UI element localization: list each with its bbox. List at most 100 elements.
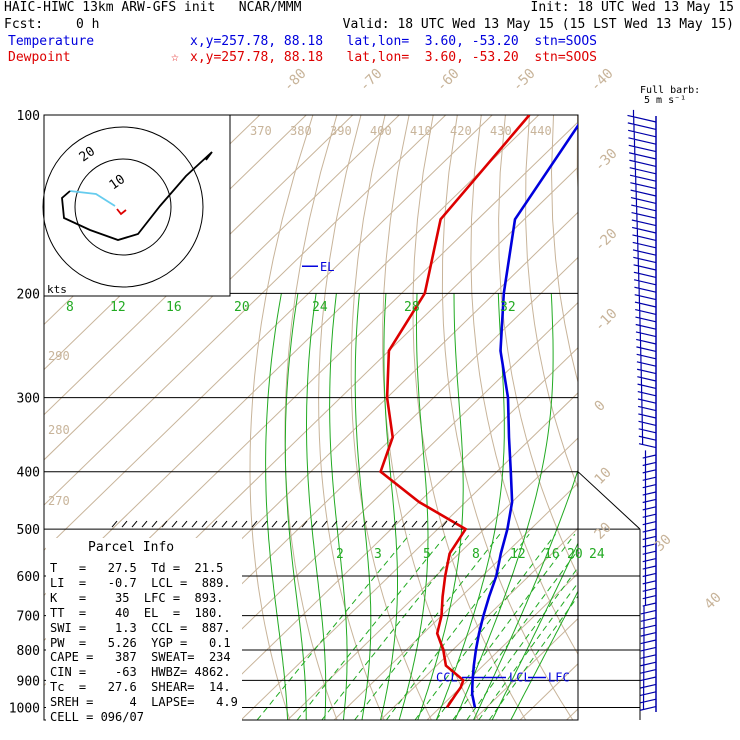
parcel-info-row: CIN = -63 HWBZ= 4862. <box>50 665 231 680</box>
wind-barb <box>640 691 657 697</box>
pressure-tick-label: 500 <box>17 523 40 538</box>
wind-barb <box>638 413 657 419</box>
wind-barb <box>634 286 657 293</box>
wind-barb <box>632 234 657 241</box>
barb-legend-units: 5 m s⁻¹ <box>644 95 687 106</box>
pressure-tick-label: 200 <box>17 287 40 302</box>
wind-barb <box>627 122 657 130</box>
wind-barb <box>635 331 657 338</box>
wind-barb <box>632 226 657 234</box>
dry-adiabat <box>498 115 578 577</box>
moist-adiabat <box>398 293 429 720</box>
wind-barb <box>634 301 657 308</box>
wind-barb <box>636 361 657 367</box>
dry-adiabat <box>382 115 479 720</box>
dry-adiabat <box>722 115 740 720</box>
parcel-info-row: SREH = 4 LAPSE= 4.9 <box>50 695 238 710</box>
cap-hatch <box>141 520 148 528</box>
dry-adiabat <box>350 115 432 720</box>
cap-hatch <box>401 520 408 528</box>
pressure-tick-label: 700 <box>17 610 40 625</box>
wind-barb <box>630 182 657 190</box>
dry-adiabat <box>318 115 385 720</box>
isotherm-label: 10 <box>592 465 615 488</box>
hodograph-trace-low <box>116 208 127 216</box>
isotherm-line <box>426 572 578 720</box>
cap-hatch <box>211 520 218 528</box>
wind-barb <box>640 669 657 674</box>
wind-barb <box>640 609 657 615</box>
mixing-ratio-line <box>452 549 578 720</box>
cap-hatch <box>291 520 298 528</box>
wind-barb <box>642 498 657 504</box>
mixing-ratio-line <box>478 582 578 720</box>
theta-label: 420 <box>450 124 472 138</box>
wind-barb <box>642 543 657 548</box>
moist-adiabat <box>510 590 578 720</box>
wind-barb <box>640 646 657 652</box>
wind-barb <box>633 256 657 264</box>
moist-adiabat <box>354 293 372 720</box>
isotherm-label: -70 <box>357 66 386 95</box>
wind-barb <box>629 167 657 175</box>
parcel-info-row: K = 35 LFC = 893. <box>50 590 224 605</box>
cap-hatch <box>221 520 228 528</box>
cap-hatch <box>421 520 428 528</box>
cap-hatch <box>341 520 348 528</box>
chart-title: HAIC-HIWC 13km ARW-GFS init NCAR/MMM <box>4 0 302 15</box>
hodograph-ring-label: 20 <box>77 144 98 165</box>
dry-adiabat <box>650 115 740 720</box>
isotherm-line <box>380 527 578 720</box>
mixing-ratio-label: 5 <box>423 547 431 562</box>
cap-hatch <box>361 520 368 528</box>
cap-hatch <box>181 520 188 528</box>
wind-barb <box>642 506 657 511</box>
mixing-ratio-label: 2 <box>336 547 344 562</box>
wind-barb <box>642 572 657 578</box>
cap-hatch <box>311 520 318 528</box>
parcel-info-row: Tc = 27.6 SHEAR= 14. <box>50 680 231 695</box>
wind-barb <box>637 390 657 397</box>
theta-label: 400 <box>370 124 392 138</box>
barb-legend-title: Full barb: <box>640 85 701 96</box>
wind-barb <box>640 624 657 630</box>
wind-barb <box>642 454 657 459</box>
parcel-info-row: PW = 5.26 YGP = 0.1 <box>50 635 231 650</box>
wind-barb <box>642 476 657 481</box>
frame-edge <box>577 471 641 530</box>
wind-barb <box>627 129 657 138</box>
wind-barb <box>636 368 657 375</box>
parcel-info-title: Parcel Info <box>88 540 175 555</box>
wind-barb <box>637 383 657 389</box>
parcel-info-row: SWI = 1.3 CCL = 887. <box>50 620 231 635</box>
moist-adiabat <box>491 542 578 720</box>
moist-adiabat <box>380 293 398 720</box>
isotherm-line <box>44 115 400 461</box>
moist-adiabat <box>454 293 554 720</box>
wind-barb <box>642 602 657 607</box>
pressure-tick-label: 1000 <box>9 701 40 716</box>
mixing-ratio-label: 20 <box>567 547 583 562</box>
temperature-location: x,y=257.78, 88.18 lat,lon= 3.60, -53.20 … <box>190 34 597 49</box>
wind-barb <box>631 211 657 219</box>
wind-barb <box>642 550 657 555</box>
cap-hatch <box>431 520 438 528</box>
wind-barb <box>642 484 657 489</box>
cap-hatch <box>131 520 138 528</box>
wind-barb <box>630 197 657 204</box>
wind-barb <box>642 558 657 563</box>
mixing-ratio-label: 16 <box>166 300 182 315</box>
cap-hatch <box>171 520 178 528</box>
cap-hatch <box>331 520 338 528</box>
isotherm-line <box>287 437 578 720</box>
cap-hatch <box>201 520 208 528</box>
isotherm-line <box>194 347 578 720</box>
cap-hatch <box>241 520 248 528</box>
wind-barb <box>642 587 657 592</box>
hodograph-unit-label: kts <box>47 283 67 296</box>
parcel-info-row: CELL = 096/07 <box>50 710 144 725</box>
dry-adiabat <box>441 115 574 720</box>
moist-adiabat <box>473 468 578 720</box>
temperature-profile <box>470 123 578 708</box>
cap-hatch <box>351 520 358 528</box>
